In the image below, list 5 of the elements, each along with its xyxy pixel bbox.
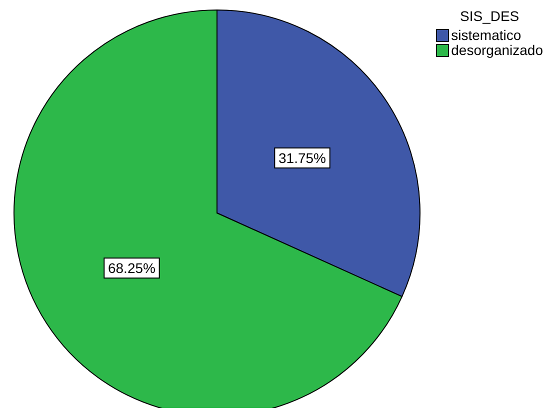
data-label: 31.75% bbox=[278, 150, 326, 166]
legend-label: desorganizado bbox=[451, 42, 543, 58]
data-label: 68.25% bbox=[108, 260, 156, 276]
legend-label: sistematico bbox=[451, 27, 522, 43]
legend-title: SIS_DES bbox=[459, 8, 520, 24]
